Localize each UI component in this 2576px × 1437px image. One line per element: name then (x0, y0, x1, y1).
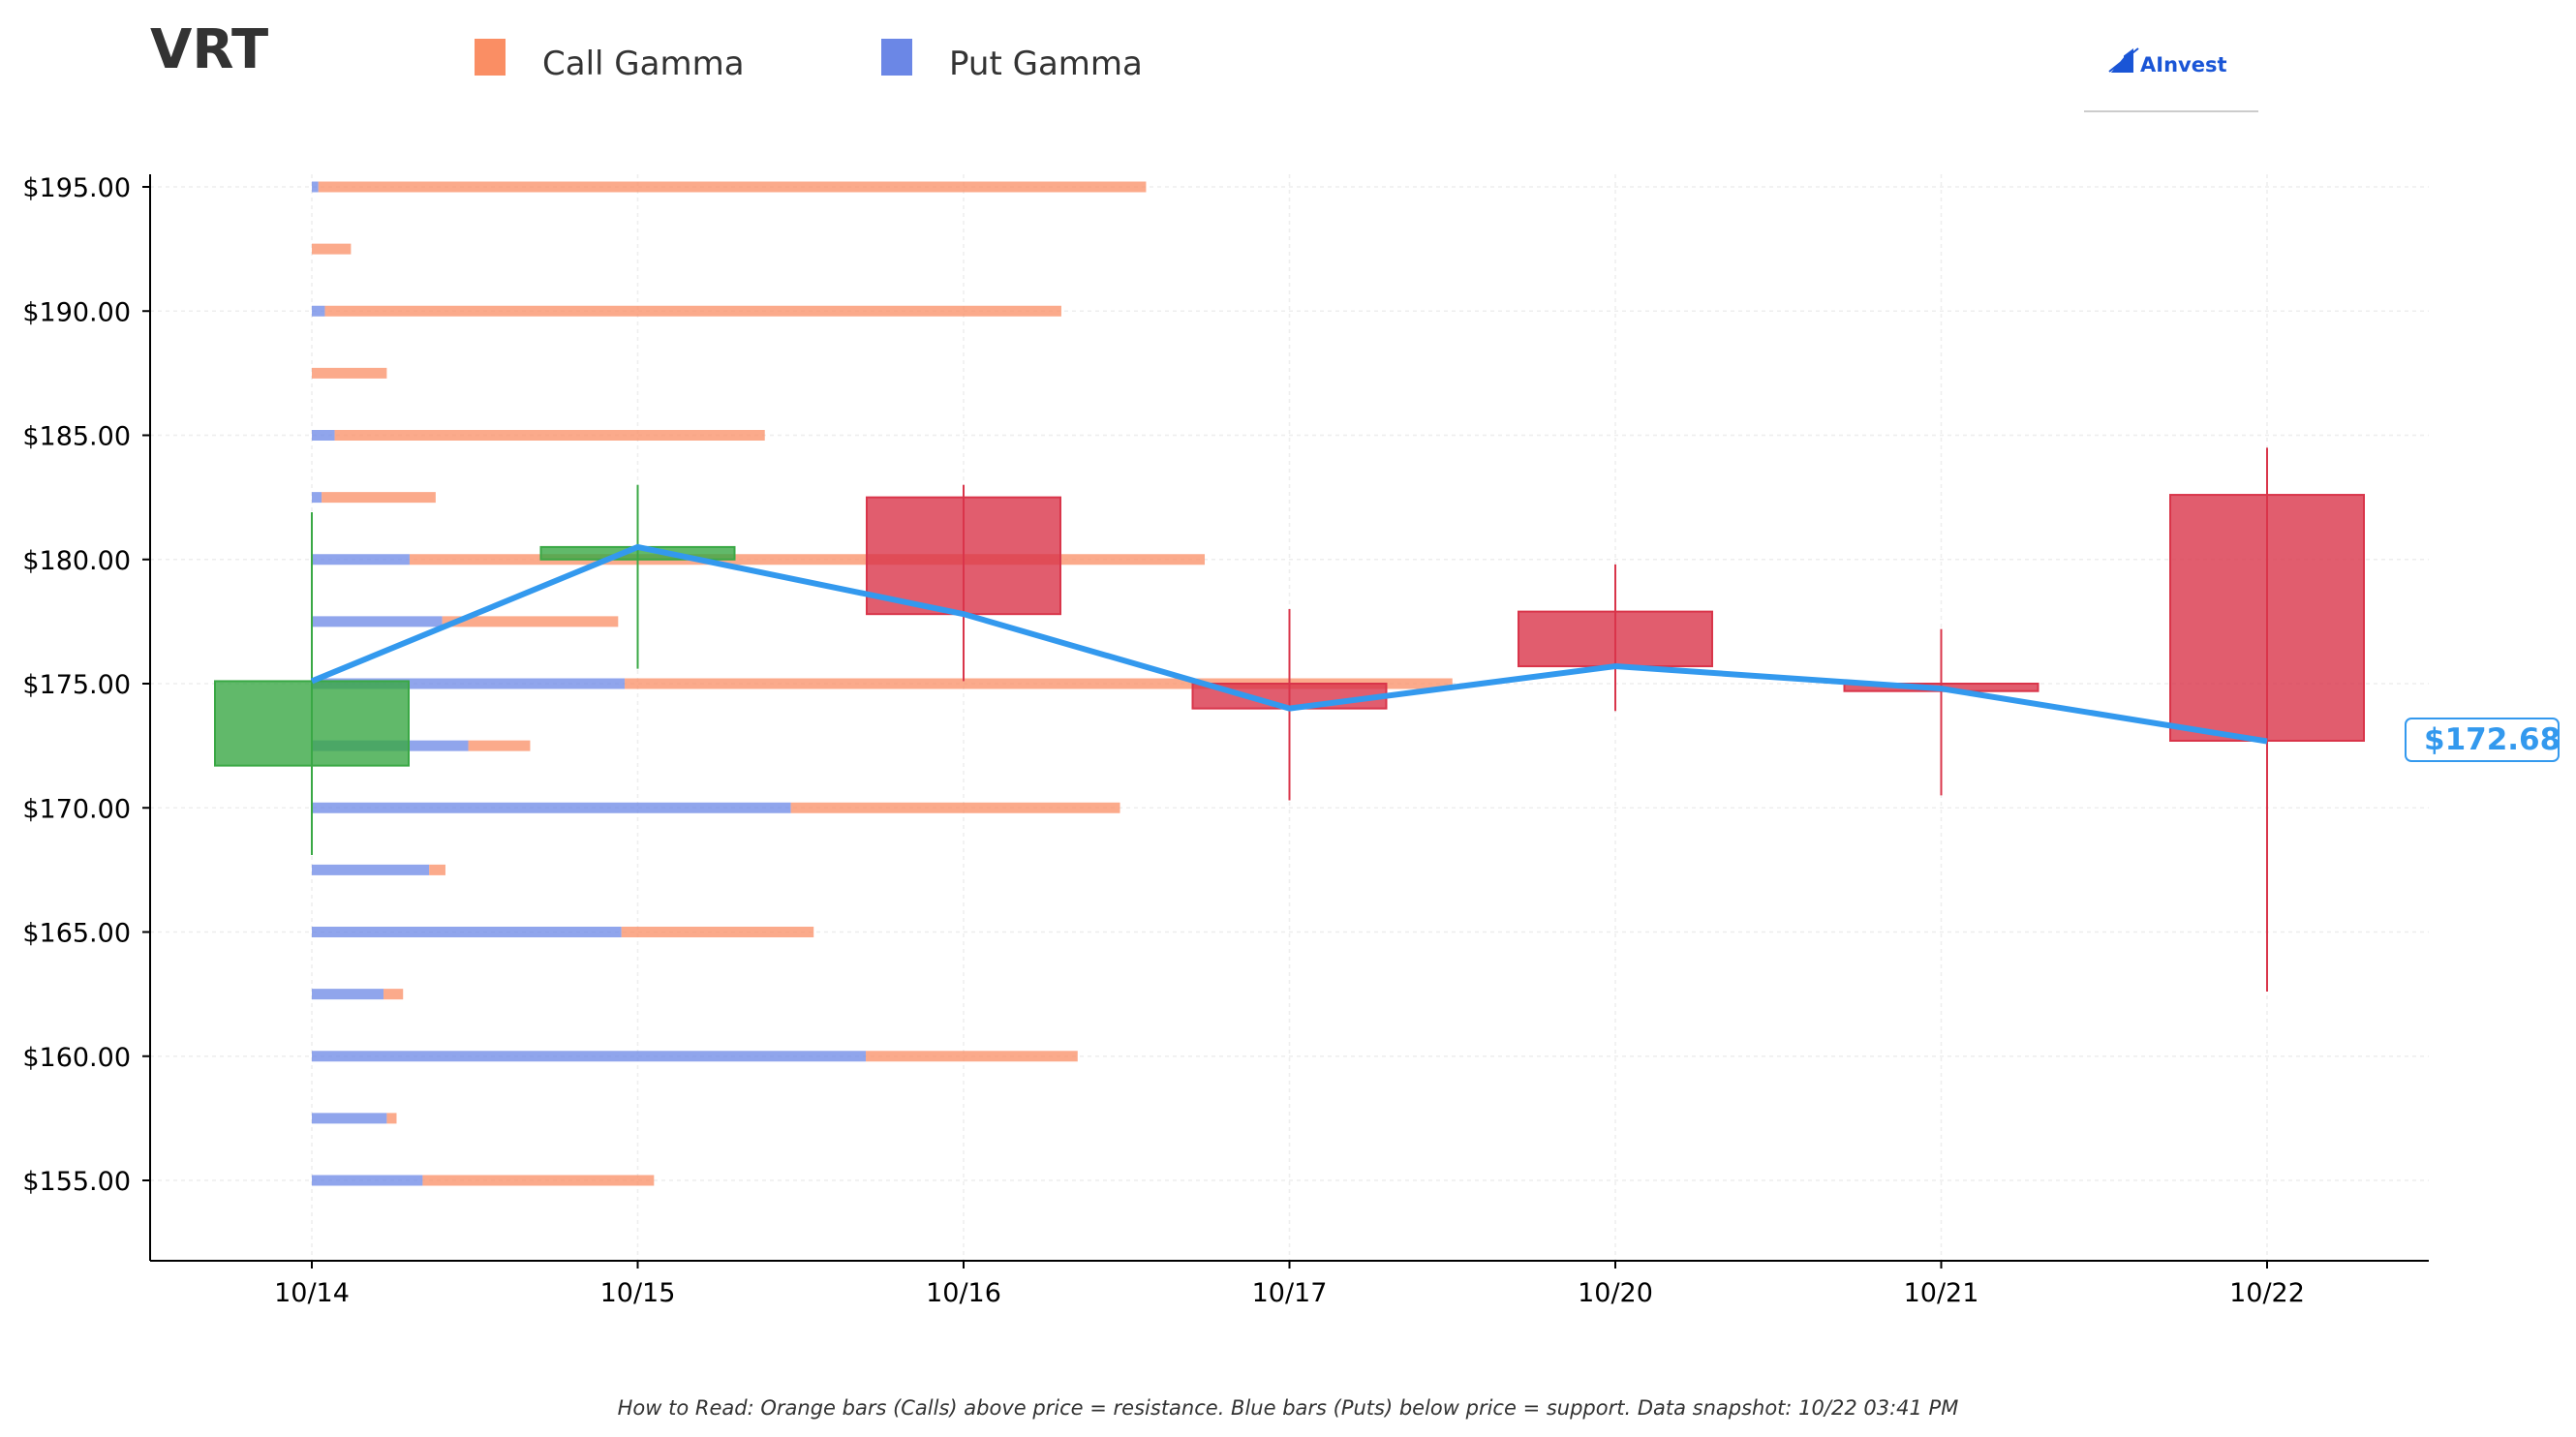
call-gamma-bar (386, 1113, 397, 1124)
call-gamma-bar (468, 740, 531, 751)
call-gamma-bar (621, 927, 814, 937)
candle-body (2169, 494, 2365, 742)
put-gamma-bar (312, 554, 410, 566)
legend: Call Gamma Put Gamma (475, 39, 1143, 83)
candle-body (866, 496, 1061, 616)
x-tick-label: 10/21 (1904, 1278, 1979, 1308)
put-gamma-bar (312, 1051, 867, 1062)
logo-text: AInvest (2140, 53, 2227, 76)
x-tick-label: 10/14 (274, 1278, 350, 1308)
footer-note: How to Read: Orange bars (Calls) above p… (618, 1396, 1959, 1420)
call-gamma-bar (312, 367, 387, 379)
x-tick-label: 10/15 (600, 1278, 676, 1308)
call-gamma-bar (790, 802, 1120, 813)
put-gamma-bar (312, 430, 335, 441)
last-price-tag: $172.68 (2405, 718, 2561, 762)
put-gamma-legend-label: Put Gamma (949, 45, 1143, 83)
put-gamma-bar (312, 802, 791, 813)
x-tick-label: 10/17 (1252, 1278, 1328, 1308)
call-gamma-bar (334, 430, 765, 441)
y-tick-label: $180.00 (22, 546, 131, 576)
y-tick-label: $185.00 (22, 422, 131, 452)
call-gamma-bar (409, 554, 1206, 566)
x-tick-label: 10/22 (2229, 1278, 2305, 1308)
put-gamma-bar (312, 989, 384, 1000)
put-gamma-bar (312, 616, 443, 627)
ainvest-logo: AInvest (2084, 47, 2258, 112)
call-gamma-bar (318, 181, 1147, 193)
call-gamma-legend-swatch (475, 39, 506, 76)
x-tick-label: 10/16 (926, 1278, 1001, 1308)
put-gamma-bar (312, 1175, 423, 1186)
y-tick-label: $195.00 (22, 173, 131, 203)
y-tick-label: $160.00 (22, 1043, 131, 1073)
put-gamma-bar (312, 305, 325, 317)
put-gamma-bar (312, 678, 626, 689)
price-line-layer (310, 543, 2268, 745)
last-price-box (2405, 718, 2560, 762)
y-tick-label: $190.00 (22, 297, 131, 327)
call-gamma-bar (322, 492, 436, 504)
y-tick-label: $165.00 (22, 919, 131, 949)
put-gamma-bar (312, 1113, 387, 1124)
call-gamma-bar (625, 678, 1453, 689)
y-tick-label: $170.00 (22, 794, 131, 824)
chart-title: VRT (150, 18, 268, 81)
candle-body (1518, 610, 1713, 668)
call-gamma-bar (429, 864, 445, 875)
call-gamma-legend-label: Call Gamma (542, 45, 745, 83)
call-gamma-bar (312, 243, 352, 255)
y-tick-label: $155.00 (22, 1167, 131, 1197)
axes: $155.00 $160.00 $165.00 $170.00 $175.00 $180.… (22, 173, 2429, 1308)
call-gamma-bar (866, 1051, 1078, 1062)
put-gamma-bar (312, 492, 322, 504)
candles (214, 447, 2365, 993)
price-line (310, 543, 2268, 745)
call-gamma-bar (383, 989, 404, 1000)
call-gamma-bar (442, 616, 619, 627)
put-gamma-bar (312, 181, 319, 193)
call-gamma-bar (422, 1175, 655, 1186)
call-gamma-bar (324, 305, 1061, 317)
logo-chart-icon (2108, 47, 2139, 73)
put-gamma-bar (312, 864, 430, 875)
last-price-label: $172.68 (2424, 722, 2561, 757)
x-tick-label: 10/20 (1578, 1278, 1653, 1308)
candle-body (214, 680, 410, 767)
y-tick-label: $175.00 (22, 670, 131, 700)
put-gamma-legend-swatch (881, 39, 912, 76)
put-gamma-bar (312, 927, 622, 937)
